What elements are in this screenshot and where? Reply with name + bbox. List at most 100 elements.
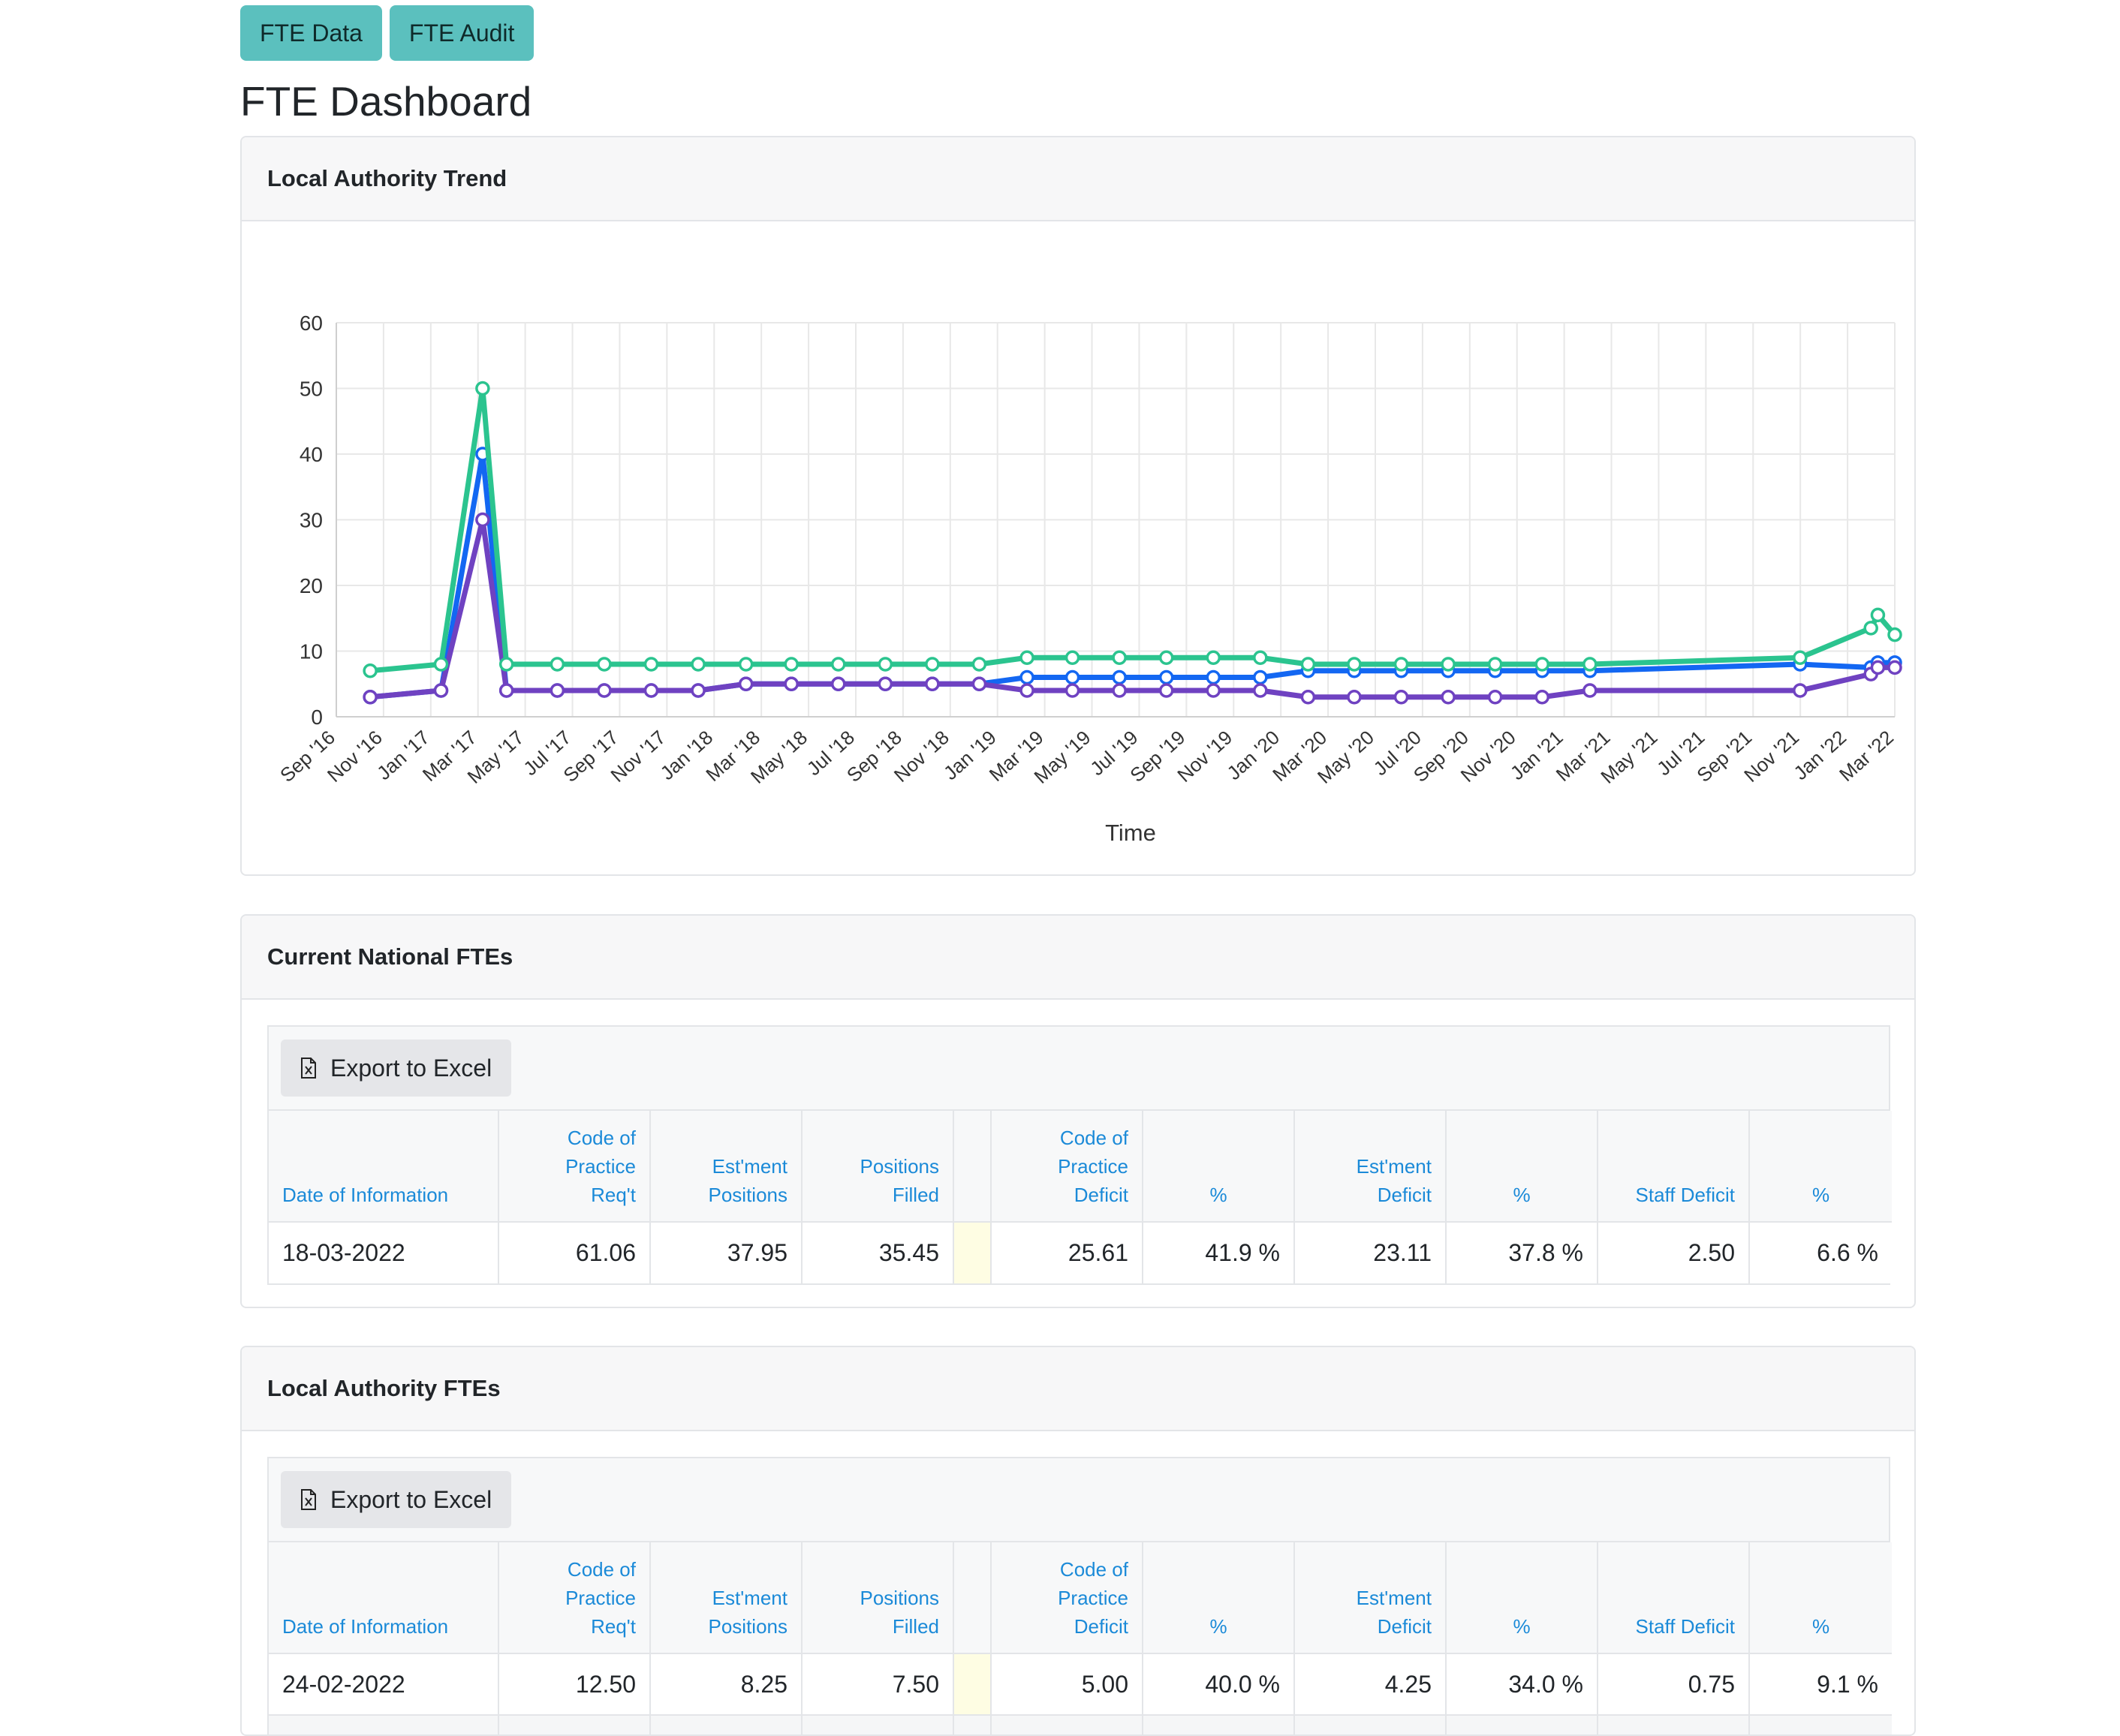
data-point: [691, 657, 706, 672]
data-point: [1065, 650, 1080, 665]
table-cell: [1598, 1714, 1750, 1734]
data-point: [643, 657, 659, 672]
local-export-button[interactable]: Export to Excel: [281, 1471, 512, 1528]
fte-data-button[interactable]: FTE Data: [240, 5, 382, 61]
table-cell: 0.75: [1598, 1653, 1750, 1715]
column-header[interactable]: Positions Filled: [802, 1111, 954, 1222]
data-point: [1441, 690, 1456, 705]
column-header-line: %: [1513, 1615, 1531, 1638]
data-point: [1112, 669, 1127, 685]
trend-card-title: Local Authority Trend: [242, 137, 1914, 221]
table-cell: 61.06: [498, 1221, 651, 1283]
national-table-box: Export to Excel Date of Information Code …: [267, 1025, 1892, 1285]
column-header[interactable]: Date of Information: [269, 1111, 499, 1222]
local-table: Date of Information Code of Practice Req't E…: [269, 1542, 1892, 1734]
column-header[interactable]: Positions Filled: [802, 1542, 954, 1653]
column-header[interactable]: Est'ment Deficit: [1294, 1542, 1447, 1653]
column-header[interactable]: %: [1749, 1542, 1892, 1653]
column-header[interactable]: %: [1446, 1542, 1598, 1653]
table-cell: 40.0 %: [1143, 1653, 1295, 1715]
table-cell: 12.50: [498, 1653, 651, 1715]
data-point: [738, 657, 754, 672]
data-point: [1582, 657, 1598, 672]
data-point: [1863, 621, 1878, 636]
spacer-cell: [953, 1653, 992, 1715]
column-header[interactable]: Code of Practice Req't: [498, 1542, 651, 1653]
fte-audit-button[interactable]: FTE Audit: [389, 5, 535, 61]
data-point: [1112, 683, 1127, 698]
column-header[interactable]: Est'ment Positions: [650, 1542, 803, 1653]
table-cell: [1143, 1714, 1295, 1734]
column-header[interactable]: Staff Deficit: [1598, 1542, 1750, 1653]
column-header-line: Practice: [565, 1155, 636, 1178]
table-cell: [498, 1714, 651, 1734]
data-point: [363, 690, 378, 705]
table-cell: 24-02-2022: [269, 1653, 499, 1715]
data-point: [597, 657, 612, 672]
national-table: Date of Information Code of Practice Req't E…: [269, 1111, 1892, 1283]
table-cell: 5.00: [991, 1653, 1143, 1715]
top-nav: FTE Data FTE Audit: [240, 5, 535, 61]
national-card-title: Current National FTEs: [242, 916, 1914, 1000]
page-title: FTE Dashboard: [240, 78, 532, 125]
data-point: [1393, 690, 1409, 705]
local-export-label: Export to Excel: [330, 1485, 492, 1513]
column-header[interactable]: %: [1749, 1111, 1892, 1222]
y-tick-label: 0: [311, 706, 323, 729]
data-point: [1112, 650, 1127, 665]
national-export-button[interactable]: Export to Excel: [281, 1039, 512, 1097]
column-header[interactable]: Code of Practice Req't: [498, 1111, 651, 1222]
column-header[interactable]: Staff Deficit: [1598, 1111, 1750, 1222]
table-row[interactable]: [269, 1714, 1892, 1734]
data-point: [550, 657, 565, 672]
column-header-line: Est'ment: [1356, 1155, 1432, 1178]
column-header[interactable]: Date of Information: [269, 1542, 499, 1653]
data-point: [1793, 650, 1808, 665]
column-header-line: Deficit: [1074, 1184, 1128, 1206]
table-cell: [953, 1714, 992, 1734]
column-header-line: Practice: [1058, 1155, 1128, 1178]
column-header-line: Req't: [591, 1615, 636, 1638]
table-cell: [802, 1714, 954, 1734]
data-point: [1393, 657, 1409, 672]
y-tick-label: 50: [300, 378, 323, 401]
data-point: [550, 683, 565, 698]
column-header[interactable]: %: [1446, 1111, 1598, 1222]
column-header[interactable]: Est'ment Positions: [650, 1111, 803, 1222]
data-point: [475, 512, 490, 528]
table-row[interactable]: 24-02-2022 12.50 8.25 7.50 5.00 40.0 % 4.25 34.…: [269, 1653, 1892, 1715]
column-header-line: Code of: [1059, 1558, 1128, 1581]
column-header[interactable]: %: [1143, 1542, 1295, 1653]
table-cell: 35.45: [802, 1221, 954, 1283]
column-header-line: Date of Information: [282, 1615, 449, 1638]
data-point: [1253, 650, 1268, 665]
column-header-line: %: [1209, 1184, 1227, 1206]
column-header-line: Code of: [1059, 1127, 1128, 1149]
column-header[interactable]: Est'ment Deficit: [1294, 1111, 1447, 1222]
data-point: [878, 676, 893, 691]
column-header-line: %: [1513, 1184, 1531, 1206]
data-point: [433, 683, 449, 698]
data-point: [433, 657, 449, 672]
table-cell: 37.95: [650, 1221, 803, 1283]
table-cell: [1446, 1714, 1598, 1734]
table-cell: 8.25: [650, 1653, 803, 1715]
data-point: [1158, 669, 1174, 685]
column-header[interactable]: %: [1143, 1111, 1295, 1222]
data-point: [738, 676, 754, 691]
column-header[interactable]: Code of Practice Deficit: [991, 1111, 1143, 1222]
column-header: [953, 1542, 992, 1653]
data-point: [878, 657, 893, 672]
table-cell: 2.50: [1598, 1221, 1750, 1283]
column-header-line: Est'ment: [712, 1587, 787, 1609]
column-header-line: Date of Information: [282, 1184, 449, 1206]
table-cell: 34.0 %: [1446, 1653, 1598, 1715]
data-point: [498, 657, 514, 672]
column-header[interactable]: Code of Practice Deficit: [991, 1542, 1143, 1653]
data-point: [1158, 683, 1174, 698]
table-row[interactable]: 18-03-2022 61.06 37.95 35.45 25.61 41.9 % 23.1…: [269, 1221, 1892, 1283]
national-export-label: Export to Excel: [330, 1054, 492, 1082]
data-point: [1300, 690, 1316, 705]
table-cell: [269, 1714, 499, 1734]
